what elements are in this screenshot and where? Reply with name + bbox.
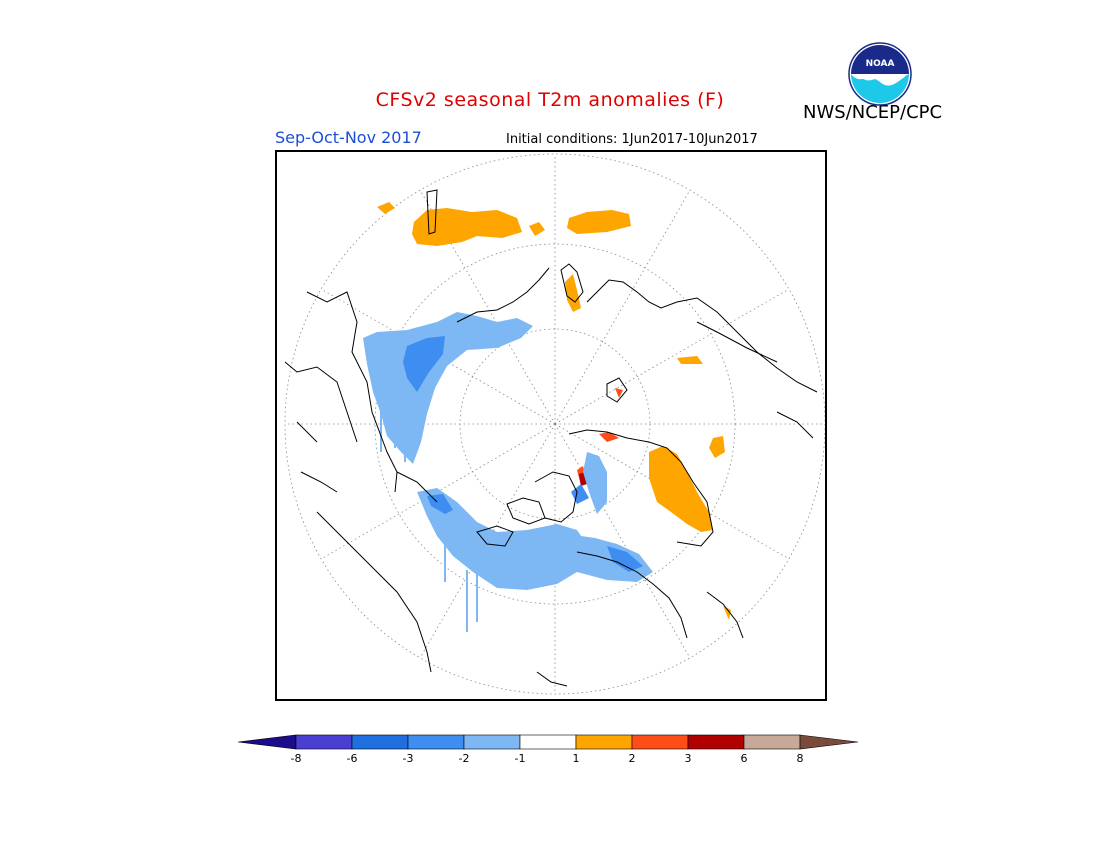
cold-anomaly-patch	[403, 336, 445, 392]
coastline	[284, 361, 358, 443]
colorbar-tick-label: 1	[572, 752, 580, 765]
warm-anomaly-patch	[412, 208, 522, 246]
colorbar-bin	[743, 734, 801, 750]
coastline	[586, 279, 818, 393]
meridian	[554, 189, 691, 425]
map-canvas	[284, 153, 825, 695]
chart-title: CFSv2 seasonal T2m anomalies (F)	[375, 89, 725, 111]
colorbar-tick-label: 6	[740, 752, 748, 765]
meridian	[554, 288, 790, 425]
coastlines	[284, 189, 818, 687]
warm-anomaly-patch	[529, 222, 545, 236]
coastline	[776, 411, 814, 439]
colorbar-bin	[295, 734, 353, 750]
hot-anomaly-spot	[599, 432, 619, 442]
cold-anomaly-patch	[517, 530, 653, 582]
noaa-logo: NOAA	[848, 42, 912, 106]
meridian	[554, 423, 691, 659]
colorbar-tick-label: 8	[796, 752, 804, 765]
hot-anomaly-spot	[615, 388, 623, 398]
colorbar-bin	[407, 734, 465, 750]
colorbar-tick-label: -2	[458, 752, 470, 765]
coastline	[706, 591, 744, 639]
colorbar-tick-label: -6	[346, 752, 358, 765]
warm-anomaly-patch	[567, 210, 631, 234]
colorbar-bin	[463, 734, 521, 750]
cold-anomaly-patch	[583, 452, 607, 514]
warm-anomaly-patch	[677, 356, 703, 364]
coastline	[456, 267, 550, 323]
colorbar-tick-label: -1	[514, 752, 526, 765]
coastline	[300, 471, 338, 493]
colorbar-bin	[687, 734, 745, 750]
colorbar-tick-label: -8	[290, 752, 302, 765]
initial-conditions-label: Initial conditions: 1Jun2017-10Jun2017	[506, 132, 758, 147]
coastline	[606, 377, 628, 403]
polar-map	[275, 150, 827, 701]
colorbar-tick-label: 2	[628, 752, 636, 765]
noaa-logo-text: NOAA	[866, 59, 895, 69]
cold-streaks	[380, 392, 478, 632]
coastline	[426, 189, 438, 235]
colorbar	[238, 734, 859, 750]
outer-latitude-circle	[284, 153, 825, 695]
warm-anomaly-patch	[377, 202, 395, 214]
coastline	[560, 263, 584, 303]
graticule	[284, 153, 825, 695]
colorbar-bin	[519, 734, 577, 750]
warm-anomaly-patch	[649, 446, 713, 532]
coastline	[296, 421, 318, 443]
coastline	[568, 429, 714, 547]
warm-anomaly-areas	[377, 202, 731, 620]
coastline	[316, 511, 432, 673]
warm-anomaly-patch	[565, 274, 581, 312]
cold-anomaly-patch	[571, 484, 589, 504]
colorbar-arrow-low	[238, 734, 297, 750]
colorbar-arrow-high	[799, 734, 859, 750]
warm-anomaly-patch	[723, 606, 731, 620]
cold-anomaly-patch	[607, 546, 643, 572]
coastline	[396, 471, 438, 503]
cold-anomaly-patch	[417, 488, 589, 590]
coastline	[306, 291, 398, 493]
coastline	[576, 551, 688, 639]
agency-label: NWS/NCEP/CPC	[803, 102, 943, 123]
warm-anomaly-patch	[709, 436, 725, 458]
coastline	[696, 321, 778, 363]
colorbar-bin	[631, 734, 689, 750]
colorbar-tick-label: 3	[684, 752, 692, 765]
season-label: Sep-Oct-Nov 2017	[275, 128, 422, 147]
cold-anomaly-patch	[363, 312, 533, 464]
coastline	[476, 525, 514, 547]
coastline	[506, 497, 546, 525]
coastline	[536, 671, 568, 687]
coastline	[534, 471, 578, 523]
colorbar-tick-label: -3	[402, 752, 414, 765]
colorbar-bin	[575, 734, 633, 750]
colorbar-bin	[351, 734, 409, 750]
